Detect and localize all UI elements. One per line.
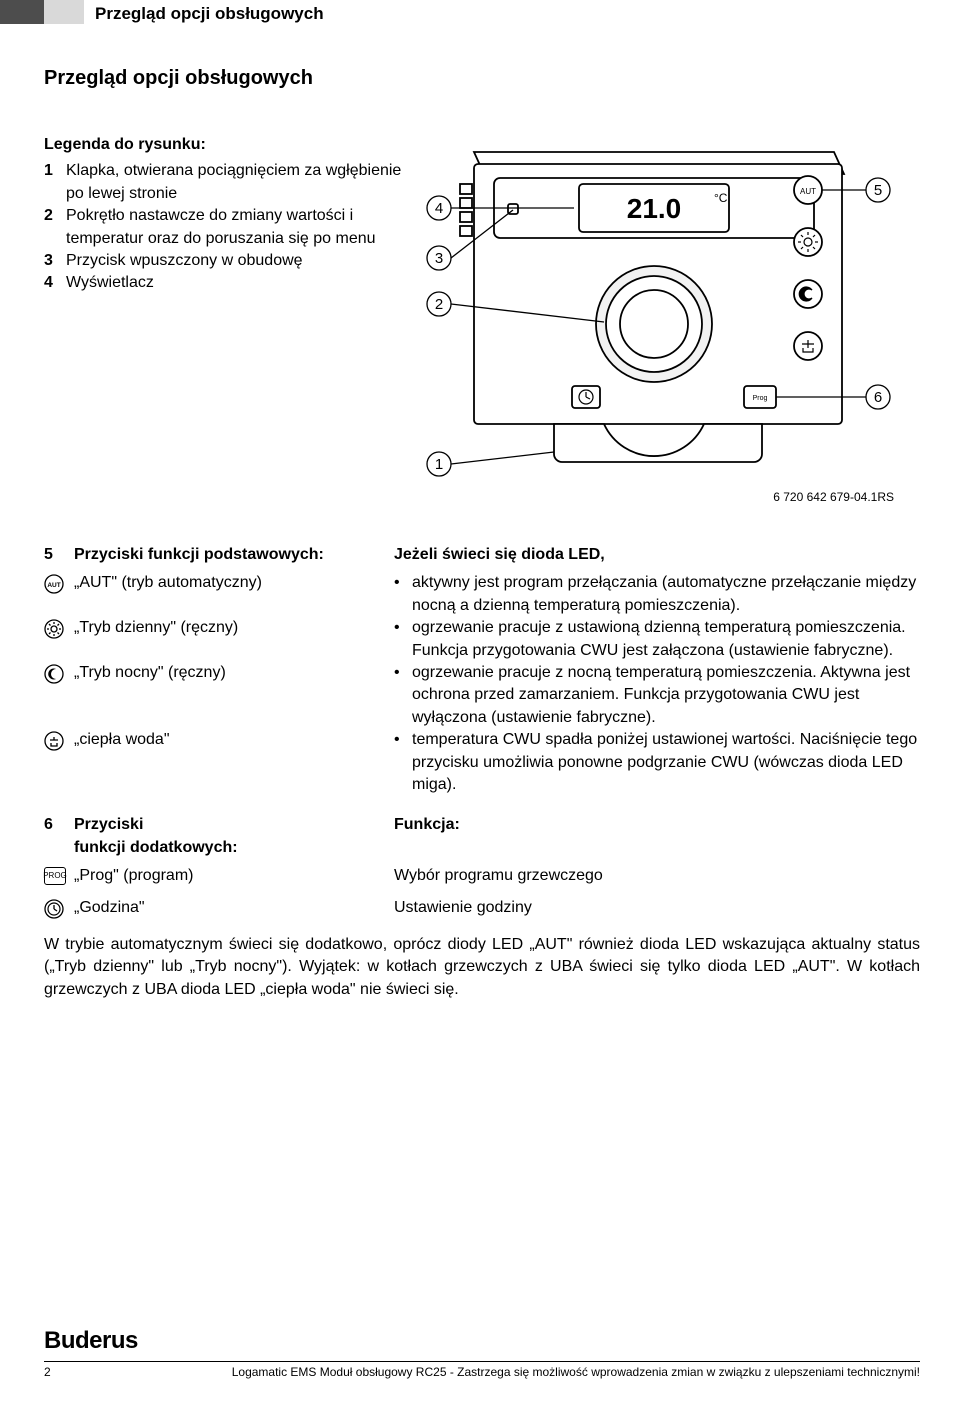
aut-icon: AUT (44, 572, 74, 594)
brand-logo: Buderus (44, 1324, 920, 1358)
sec6-number: 6 (44, 814, 74, 859)
section-6: 6 Przyciski funkcji dodatkowych: Funkcja… (44, 814, 920, 920)
svg-text:21.0: 21.0 (627, 193, 682, 224)
paragraph: W trybie automatycznym świeci się dodatk… (44, 934, 920, 1001)
bullet: • (394, 572, 412, 617)
row-label: „Tryb dzienny" (ręczny) (74, 617, 394, 639)
prog-icon: PROG (44, 865, 74, 885)
sec6-label-line1: Przyciski (74, 816, 143, 833)
table-row: PROG „Prog" (program) Wybór programu grz… (44, 865, 920, 887)
sec6-right-heading: Funkcja: (394, 814, 920, 859)
bullet: • (394, 662, 412, 729)
page-footer: Buderus 2 Logamatic EMS Moduł obsługowy … (44, 1324, 920, 1381)
row-label: „Prog" (program) (74, 865, 394, 887)
svg-text:1: 1 (435, 456, 443, 473)
legend-num: 3 (44, 250, 66, 272)
table-row: „Tryb dzienny" (ręczny) •ogrzewanie prac… (44, 617, 920, 662)
figure-column: 21.0 °C AUT (404, 134, 920, 484)
table-row: „Godzina" Ustawienie godziny (44, 897, 920, 919)
page-number: 2 (44, 1364, 51, 1381)
sec5-number: 5 (44, 544, 74, 566)
legend-text: Klapka, otwierana pociągnięciem za wgłęb… (66, 160, 404, 205)
device-figure: 21.0 °C AUT (404, 134, 904, 484)
sec6-label-line2: funkcji dodatkowych: (74, 839, 238, 856)
svg-text:6: 6 (874, 389, 882, 406)
row-desc: Wybór programu grzewczego (394, 865, 920, 887)
legend-num: 4 (44, 272, 66, 294)
clock-icon (44, 897, 74, 919)
footer-line: Logamatic EMS Moduł obsługowy RC25 - Zas… (232, 1364, 920, 1381)
bullet: • (394, 729, 412, 796)
legend-and-figure: Legenda do rysunku: 1 Klapka, otwierana … (44, 134, 920, 484)
row-desc: Ustawienie godziny (394, 897, 920, 919)
svg-text:AUT: AUT (800, 187, 816, 196)
legend-num: 1 (44, 160, 66, 205)
svg-text:3: 3 (435, 250, 443, 267)
row-desc: ogrzewanie pracuje z nocną temperaturą p… (412, 662, 920, 729)
svg-text:4: 4 (435, 200, 443, 217)
legend-item: 1 Klapka, otwierana pociągnięciem za wgł… (44, 160, 404, 205)
svg-text:°C: °C (714, 191, 728, 205)
svg-text:2: 2 (435, 296, 443, 313)
header-accent (0, 0, 44, 24)
legend-item: 3 Przycisk wpuszczony w obudowę (44, 250, 404, 272)
section-5: 5 Przyciski funkcji podstawowych: Jeżeli… (44, 544, 920, 796)
row-desc: ogrzewanie pracuje z ustawioną dzienną t… (412, 617, 920, 662)
sec6-label: Przyciski funkcji dodatkowych: (74, 814, 394, 859)
tap-icon (44, 729, 74, 751)
legend-text: Przycisk wpuszczony w obudowę (66, 250, 404, 272)
legend-num: 2 (44, 205, 66, 250)
row-label: „Godzina" (74, 897, 394, 919)
footer-rule: 2 Logamatic EMS Moduł obsługowy RC25 - Z… (44, 1361, 920, 1381)
section-title: Przegląd opcji obsługowych (44, 64, 920, 92)
legend-text: Wyświetlacz (66, 272, 404, 294)
sun-icon (44, 617, 74, 639)
sec5-right-heading: Jeżeli świeci się dioda LED, (394, 544, 920, 566)
row-desc: temperatura CWU spadła poniżej ustawione… (412, 729, 920, 796)
row-label: „ciepła woda" (74, 729, 394, 751)
table-row: „ciepła woda" •temperatura CWU spadła po… (44, 729, 920, 796)
svg-text:5: 5 (874, 182, 882, 199)
legend-column: Legenda do rysunku: 1 Klapka, otwierana … (44, 134, 404, 295)
bullet: • (394, 617, 412, 662)
moon-icon (44, 662, 74, 684)
header-accent-light (44, 0, 84, 24)
row-label: „AUT" (tryb automatyczny) (74, 572, 394, 594)
legend-text: Pokrętło nastawcze do zmiany wartości i … (66, 205, 404, 250)
legend-item: 2 Pokrętło nastawcze do zmiany wartości … (44, 205, 404, 250)
figure-caption: 6 720 642 679-04.1RS (773, 489, 894, 506)
svg-text:AUT: AUT (47, 582, 60, 589)
sec6-heading-row: 6 Przyciski funkcji dodatkowych: Funkcja… (44, 814, 920, 859)
legend-item: 4 Wyświetlacz (44, 272, 404, 294)
table-row: AUT „AUT" (tryb automatyczny) •aktywny j… (44, 572, 920, 617)
svg-text:Prog: Prog (753, 395, 768, 402)
sec5-label: Przyciski funkcji podstawowych: (74, 544, 394, 566)
row-label: „Tryb nocny" (ręczny) (74, 662, 394, 684)
page-content: Przegląd opcji obsługowych Legenda do ry… (44, 64, 920, 1001)
legend-heading: Legenda do rysunku: (44, 134, 404, 156)
row-desc: aktywny jest program przełączania (autom… (412, 572, 920, 617)
table-row: „Tryb nocny" (ręczny) •ogrzewanie pracuj… (44, 662, 920, 729)
running-title: Przegląd opcji obsługowych (95, 2, 324, 26)
sec5-heading-row: 5 Przyciski funkcji podstawowych: Jeżeli… (44, 544, 920, 566)
